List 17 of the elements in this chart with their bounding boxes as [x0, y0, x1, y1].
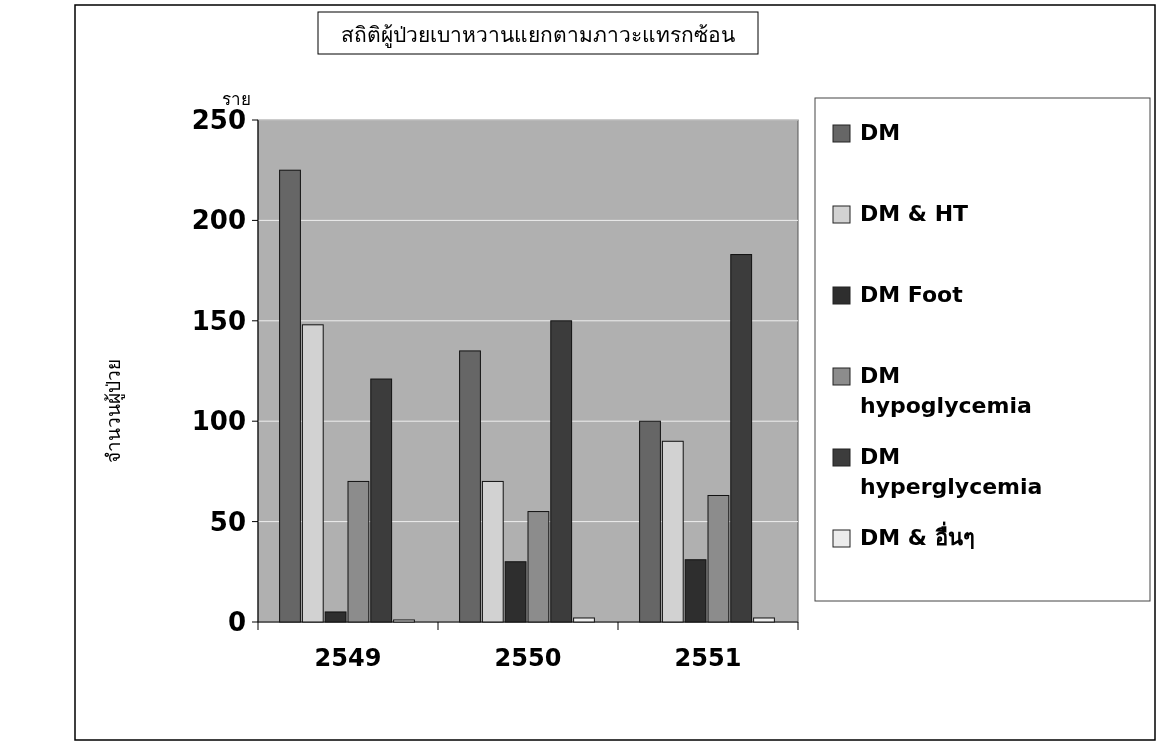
legend-label: DM — [860, 120, 901, 145]
y-tick-label: 50 — [209, 506, 246, 537]
legend-label: DM hypoglycemia — [860, 363, 1032, 418]
legend-label: DM & HT — [860, 201, 969, 226]
y-tick-label: 100 — [191, 406, 246, 437]
legend-label: DM hyperglycemia — [860, 444, 1043, 499]
y-tick-label: 0 — [227, 607, 246, 637]
y-tick-label: 200 — [191, 205, 246, 236]
x-tick-label: 2549 — [314, 644, 382, 672]
legend-label: DM & อื่นๆ — [860, 521, 975, 550]
chart-title: สถิติผู้ป่วยเบาหวานแยกตามภาวะแทรกซ้อน — [341, 23, 735, 48]
y-axis-title: จำนวนผู้ป่วย — [103, 359, 125, 463]
title: สถิติผู้ป่วยเบาหวานแยกตามภาวะแทรกซ้อน — [317, 11, 759, 55]
legend-label: DM Foot — [860, 282, 964, 307]
x-tick-label: 2550 — [494, 644, 562, 672]
y-tick-label: 150 — [191, 305, 246, 336]
x-tick-label: 2551 — [674, 644, 742, 672]
